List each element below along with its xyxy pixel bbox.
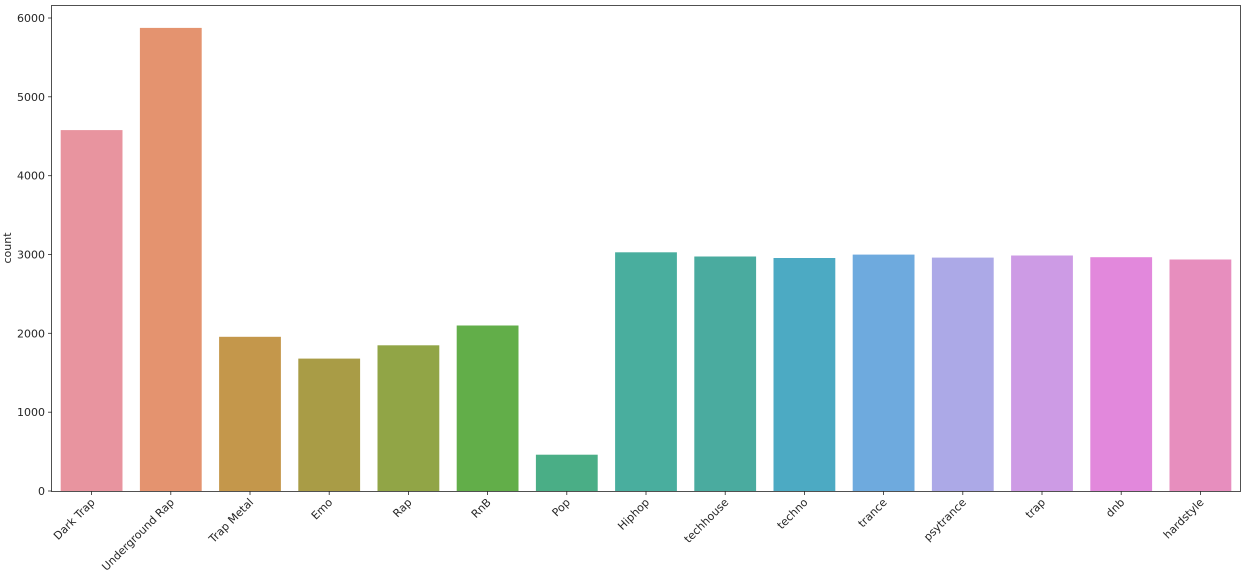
bar-hardstyle xyxy=(1169,259,1232,491)
y-tick-label: 6000 xyxy=(17,12,45,25)
x-tick-label: psytrance xyxy=(921,496,969,544)
x-tick-label: dnb xyxy=(1103,496,1127,520)
bar-psytrance xyxy=(931,257,994,491)
x-tick-label: RnB xyxy=(469,496,494,521)
bar-hiphop xyxy=(615,252,677,491)
bar-rnb xyxy=(456,325,519,491)
bar-rap xyxy=(377,345,440,491)
x-tick-label: Underground Rap xyxy=(99,496,177,574)
plot-frame xyxy=(51,5,1241,492)
x-tick-label: trap xyxy=(1023,496,1048,521)
y-tick-label: 5000 xyxy=(17,91,45,104)
bar-trance xyxy=(852,254,915,491)
bar-dnb xyxy=(1090,257,1153,491)
y-axis-label: count xyxy=(1,232,14,264)
x-tick-label: hardstyle xyxy=(1161,496,1207,542)
bar-techhouse xyxy=(694,256,757,491)
bar-trap xyxy=(1011,255,1073,491)
y-tick-label: 0 xyxy=(38,485,45,498)
x-tick-label: Trap Metal xyxy=(206,496,256,546)
bars-group xyxy=(60,27,1232,492)
x-tick-label: techno xyxy=(775,496,811,532)
y-tick-label: 1000 xyxy=(17,406,45,419)
y-tick-label: 3000 xyxy=(17,249,45,262)
y-axis-ticks: 0 1000 2000 3000 4000 5000 6000 xyxy=(17,12,52,498)
x-tick-label: Pop xyxy=(550,496,573,519)
x-tick-label: Hiphop xyxy=(615,496,652,533)
x-tick-label: Emo xyxy=(309,496,336,523)
bar-pop xyxy=(535,454,598,491)
x-tick-label: trance xyxy=(856,496,890,530)
bar-emo xyxy=(298,358,361,491)
x-tick-label: techhouse xyxy=(682,496,732,546)
x-tick-label: Rap xyxy=(390,496,414,520)
y-tick-label: 4000 xyxy=(17,170,45,183)
x-tick-label: Dark Trap xyxy=(51,496,98,543)
bar-trap-metal xyxy=(219,336,281,491)
bar-dark-trap xyxy=(60,130,123,491)
bar-techno xyxy=(773,258,836,491)
y-tick-label: 2000 xyxy=(17,327,45,340)
x-axis-ticks: Dark Trap Underground Rap Trap Metal Emo Rap… xyxy=(51,491,1207,573)
bar-underground-rap xyxy=(139,27,202,492)
